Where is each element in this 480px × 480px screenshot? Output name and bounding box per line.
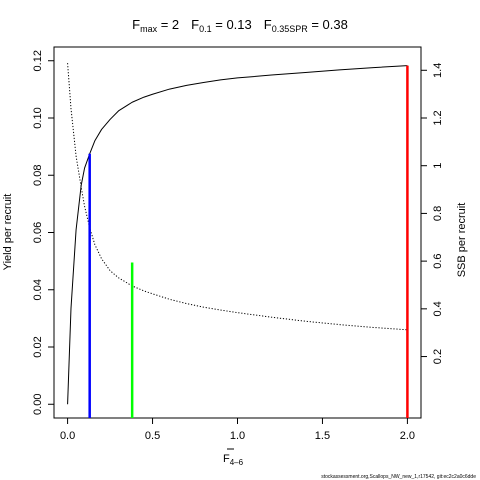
- y-axis-right-title: SSB per recruit: [456, 203, 468, 278]
- x-tick-label-0: 0.0: [60, 430, 75, 442]
- title-fmax-rest: = 2: [157, 17, 179, 32]
- y-axis-left-title: Yield per recruit: [2, 194, 14, 271]
- title-fspr-rest: = 0.38: [308, 17, 348, 32]
- y-right-tick-label-0: 0.2: [432, 349, 444, 364]
- ssb-curve: [67, 63, 408, 331]
- chart-title: Fmax = 2 F0.1 = 0.13 F0.35SPR = 0.38: [132, 17, 348, 34]
- x-axis-title-sub: 4–6: [230, 458, 244, 467]
- x-tick-label-4: 2.0: [400, 430, 415, 442]
- y-right-tick-label-2: 0.6: [432, 253, 444, 268]
- title-fmax-sym: F: [132, 17, 140, 32]
- x-tick-label-2: 1.0: [230, 430, 245, 442]
- y-right-tick-label-4: 1: [432, 163, 444, 169]
- y-right-tick-label-3: 0.8: [432, 206, 444, 221]
- y-left-tick-label-3: 0.06: [32, 222, 44, 243]
- title-fmax-sub: max: [140, 24, 158, 34]
- y-left-tick-label-5: 0.10: [32, 107, 44, 128]
- title-f01-rest: = 0.13: [212, 17, 252, 32]
- y-axis-left: 0.00 0.02 0.04 0.06 0.08 0.10 0.12: [32, 50, 54, 415]
- title-f01-sub: 0.1: [199, 24, 212, 34]
- y-axis-right: 0.2 0.4 0.6 0.8 1 1.2 1.4: [421, 63, 444, 364]
- title-fspr-sub: 0.35SPR: [272, 24, 309, 34]
- series-layer: [67, 63, 408, 405]
- plot-frame: [53, 46, 422, 419]
- y-right-tick-label-6: 1.4: [432, 63, 444, 78]
- yield-curve: [67, 65, 408, 405]
- y-right-tick-label-1: 0.4: [432, 301, 444, 316]
- x-tick-label-3: 1.5: [315, 430, 330, 442]
- x-tick-label-1: 0.5: [145, 430, 160, 442]
- footnote: stockassessment.org,Scallops_NW_new_1,r1…: [321, 474, 476, 480]
- y-left-tick-label-4: 0.08: [32, 165, 44, 186]
- x-axis-title-sym: F: [223, 453, 230, 465]
- y-right-tick-label-5: 1.2: [432, 110, 444, 125]
- x-axis-title: F4–6: [223, 453, 244, 467]
- y-left-tick-label-2: 0.04: [32, 279, 44, 300]
- y-left-tick-label-6: 0.12: [32, 50, 44, 71]
- title-fspr-sym: F: [264, 17, 272, 32]
- reference-lines: [88, 65, 409, 418]
- y-left-tick-label-1: 0.02: [32, 336, 44, 357]
- title-f01-sym: F: [191, 17, 199, 32]
- y-left-tick-label-0: 0.00: [32, 394, 44, 415]
- x-axis: 0.0 0.5 1.0 1.5 2.0: [60, 418, 415, 442]
